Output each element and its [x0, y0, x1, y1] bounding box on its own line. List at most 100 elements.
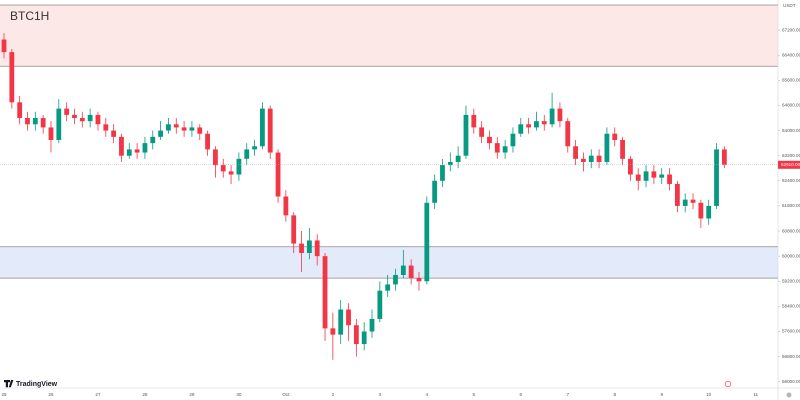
candle-body [416, 278, 422, 282]
candle-body [541, 121, 547, 125]
y-tick-label: 61600.00 [782, 203, 800, 208]
x-tick-label: 11 [753, 392, 758, 397]
candle-body [306, 240, 312, 254]
candle-body [267, 108, 273, 153]
x-tick-label: 10 [706, 392, 712, 397]
zones [0, 4, 778, 279]
candle-body [706, 205, 712, 219]
candle-body [220, 165, 226, 172]
candle-body [604, 133, 610, 162]
candle-body [674, 183, 680, 206]
candle-body [502, 146, 508, 153]
candle-body [56, 108, 62, 140]
candle-body [275, 152, 281, 197]
candle-body [25, 118, 30, 125]
event-icon[interactable] [724, 380, 732, 388]
x-tick-label: 7 [566, 392, 569, 397]
x-tick-label: 4 [426, 392, 429, 397]
candle-body [205, 133, 210, 150]
candle-body [244, 149, 250, 159]
candle-body [440, 165, 445, 181]
x-tick-label: 25 [1, 392, 7, 397]
y-tick-label: 56000.00 [782, 379, 800, 384]
y-tick-label: 64000.00 [782, 128, 800, 133]
candle-body [565, 121, 571, 147]
candle-body [518, 124, 524, 134]
candle-body [651, 171, 657, 178]
last-price-tag [778, 160, 800, 169]
candle-body [353, 325, 359, 345]
y-tick-label: 62400.00 [782, 178, 800, 183]
y-tick-label: 56800.00 [782, 354, 800, 359]
candle-body [557, 108, 563, 122]
candle-body [596, 155, 602, 162]
y-tick-label: 67200.00 [782, 27, 800, 32]
candle-body [181, 127, 187, 131]
chart-title: BTC1H [10, 9, 49, 23]
candle-body [1, 39, 7, 53]
candle-body [377, 290, 383, 319]
x-tick-label: 3 [379, 392, 382, 397]
zone [0, 246, 778, 279]
candle-body [369, 318, 375, 332]
candle-body [283, 196, 289, 216]
logo-icon [4, 380, 14, 388]
candle-body [79, 118, 85, 122]
candle-body [682, 199, 688, 206]
candle-body [48, 127, 54, 140]
candle-body [119, 136, 124, 156]
candle-body [291, 215, 297, 244]
candle-body [158, 130, 163, 137]
candle-body [103, 124, 109, 131]
candle-body [213, 149, 218, 166]
candle-body [620, 139, 625, 159]
candle-body [690, 199, 696, 203]
candle-body [721, 149, 727, 165]
axis-unit: USDT [783, 3, 796, 8]
candle-body [338, 309, 344, 335]
candle-body [259, 108, 265, 147]
candle-body [197, 127, 203, 134]
x-tick-label: 29 [189, 392, 195, 397]
x-tick-label: 5 [473, 392, 476, 397]
candle-body [588, 155, 594, 162]
candle-body [150, 136, 156, 144]
candle-body [228, 171, 234, 175]
candle-body [385, 284, 391, 291]
candle-body [455, 155, 461, 162]
candle-body [126, 149, 132, 156]
x-tick-label: 30 [236, 392, 242, 397]
candle-body [400, 265, 406, 275]
candle-body [612, 133, 618, 140]
candle-body [72, 114, 77, 119]
candle-body [698, 202, 704, 219]
last-price-label: 62910.00 [781, 162, 800, 167]
candle-body [87, 114, 93, 122]
candle-body [487, 136, 492, 144]
candle-body [463, 114, 469, 156]
candle-body [111, 130, 117, 137]
y-tick-label: 59200.00 [782, 278, 800, 283]
candle-body [471, 114, 477, 128]
candle-body [667, 174, 672, 184]
y-tick-label: 57600.00 [782, 329, 800, 334]
candle-body [510, 133, 516, 147]
brand-name: TradingView [16, 381, 58, 388]
candle-body [173, 124, 179, 128]
candle-body [581, 158, 586, 162]
candle-body [659, 174, 665, 178]
candle-body [134, 149, 140, 153]
candle-body [393, 274, 398, 285]
y-tick-label: 66400.00 [782, 52, 800, 57]
candle-body [628, 158, 633, 175]
settings-icon[interactable] [786, 392, 792, 398]
candle-body [314, 240, 320, 257]
candle-body [32, 118, 38, 125]
candle-body [17, 102, 23, 119]
candle-body [9, 52, 15, 103]
x-tick-label: 9 [660, 392, 663, 397]
candle-body [635, 174, 641, 181]
candle-body [408, 265, 414, 279]
brand-logo: TradingView [4, 380, 58, 388]
